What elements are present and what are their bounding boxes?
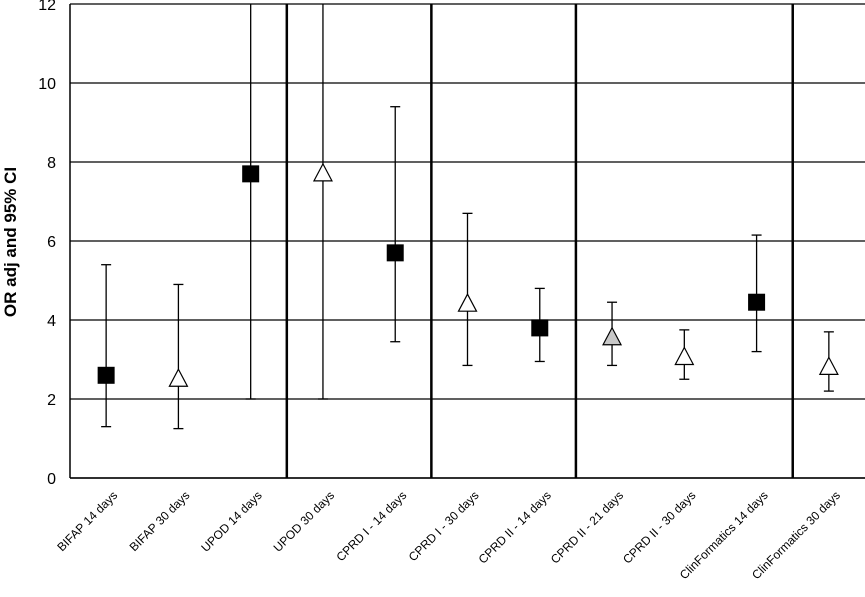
x-tick-label: CPRD II - 30 days [620, 488, 698, 566]
triangle-marker [168, 367, 189, 387]
x-tick-label: CPRD II - 21 days [548, 488, 626, 566]
y-tick-label: 4 [47, 313, 56, 330]
square-marker [748, 293, 766, 311]
y-tick-label: 2 [47, 392, 56, 409]
error-bars [101, 4, 834, 430]
triangle-marker [602, 326, 623, 346]
y-tick-label: 10 [38, 76, 56, 93]
x-tick-label: CPRD II - 14 days [476, 488, 554, 566]
y-tick-labels: 0 2 4 6 8 10 12 [38, 0, 56, 488]
x-tick-label: CPRD I - 30 days [406, 488, 482, 564]
triangle-marker [818, 356, 839, 375]
y-tick-label: 6 [47, 234, 56, 251]
y-axis-title: OR adj and 95% CI [1, 167, 20, 317]
square-marker [97, 366, 115, 384]
y-tick-label: 12 [38, 0, 56, 14]
x-tick-label: BIFAP 14 days [54, 488, 120, 554]
x-tick-label: BIFAP 30 days [127, 488, 193, 554]
square-marker [242, 165, 260, 183]
group-separators [285, 4, 794, 478]
square-marker [531, 319, 549, 337]
x-tick-label: UPOD 14 days [198, 488, 265, 555]
x-tick-label: UPOD 30 days [271, 488, 338, 555]
square-marker [386, 244, 404, 262]
y-tick-label: 8 [47, 155, 56, 172]
triangle-marker [674, 346, 695, 366]
data-markers [97, 162, 839, 387]
x-tick-label: CPRD I - 14 days [333, 488, 409, 564]
triangle-marker [312, 162, 333, 182]
y-tick-label: 0 [47, 471, 56, 488]
axes [69, 4, 865, 479]
triangle-marker [457, 292, 478, 312]
x-tick-labels: BIFAP 14 days BIFAP 30 days UPOD 14 days UP… [54, 488, 843, 582]
